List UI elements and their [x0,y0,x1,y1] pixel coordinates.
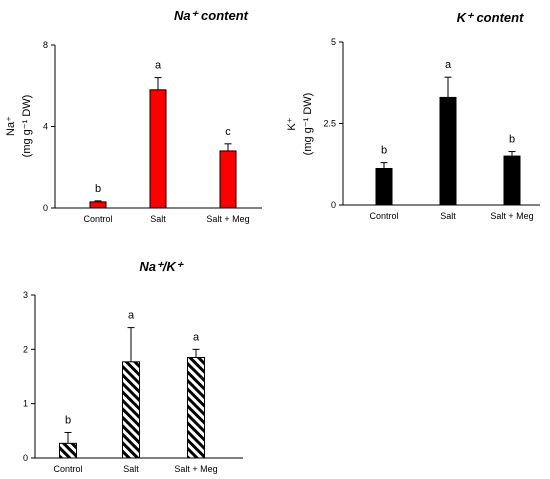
category-label: Control [53,464,82,474]
category-label: Salt + Meg [174,464,217,474]
bar-control [59,442,77,459]
category-label: Salt + Meg [206,214,249,224]
y-tick-label: 0 [331,200,336,210]
significance-label: b [509,134,515,146]
significance-label: a [445,59,452,71]
category-label: Salt [150,214,166,224]
significance-label: b [95,183,101,195]
y-tick-label: 0 [23,453,28,463]
bar-control [89,201,107,209]
significance-label: a [193,331,200,343]
significance-label: a [128,310,135,322]
na-content-chart: Na⁺ content Na⁺ (mg g⁻¹ DW) 0 4 8 b Control a… [5,8,262,224]
chart-title: Na⁺ content [174,8,249,23]
na-k-ratio-chart: Na⁺/K⁺ 0 1 2 3 b Control a Salt a Salt + Meg [23,259,243,474]
bar-salt [122,361,140,459]
significance-label: a [155,60,162,72]
category-label: Salt + Meg [490,211,533,221]
bar-salt-meg [503,155,521,206]
y-tick-label: 8 [43,40,48,50]
chart-title: Na⁺/K⁺ [139,259,184,274]
y-axis-label-line2: (mg g⁻¹ DW) [21,95,33,158]
bar-salt-meg [219,150,237,209]
y-tick-label: 1 [23,399,28,409]
y-tick-label: 5 [331,37,336,47]
k-content-chart: K⁺ content K⁺ (mg g⁻¹ DW) 0 2.5 5 b Control a… [286,10,540,221]
bar-salt-meg [187,356,205,459]
y-axis-label-line1: Na⁺ [5,116,17,136]
significance-label: b [65,414,71,426]
category-label: Control [83,214,112,224]
significance-label: c [225,126,231,138]
y-axis-label-line1: K⁺ [286,117,298,130]
bar-control [375,167,393,206]
chart-title: K⁺ content [457,10,524,25]
bar-salt [439,96,457,206]
significance-label: b [381,145,387,157]
y-axis-label-line2: (mg g⁻¹ DW) [302,93,314,156]
category-label: Control [369,211,398,221]
category-label: Salt [123,464,139,474]
y-tick-label: 0 [43,203,48,213]
bar-salt [149,89,167,209]
y-tick-label: 2.5 [323,119,336,129]
y-tick-label: 3 [23,290,28,300]
y-tick-label: 4 [43,122,48,132]
y-tick-label: 2 [23,344,28,354]
category-label: Salt [440,211,456,221]
